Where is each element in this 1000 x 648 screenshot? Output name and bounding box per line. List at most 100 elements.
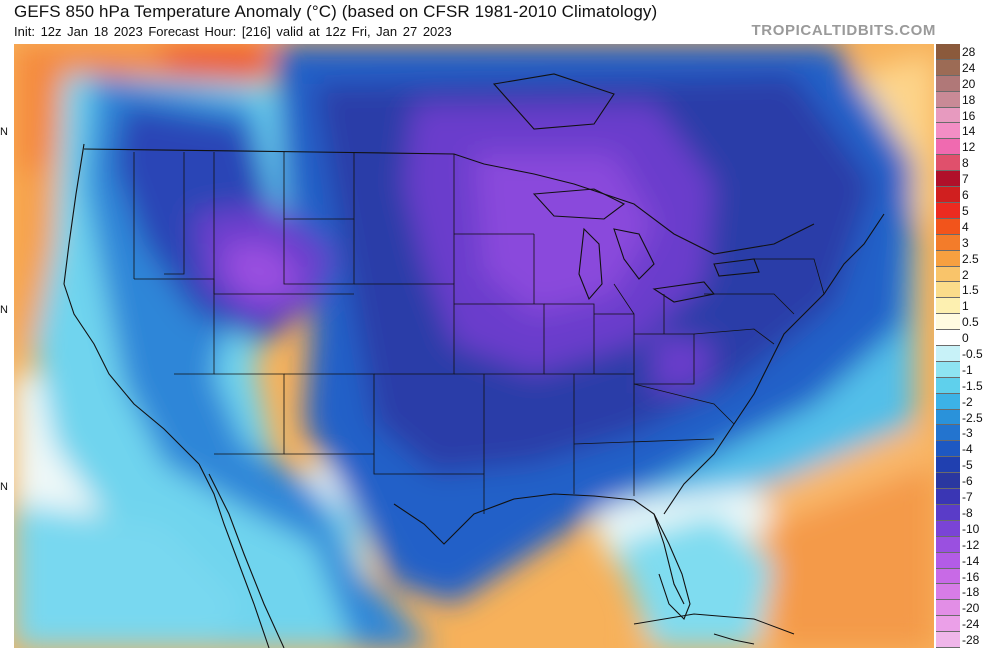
colorbar-swatch	[936, 361, 960, 378]
colorbar-label: -20	[962, 601, 980, 616]
colorbar-swatch	[936, 44, 960, 60]
colorbar-entry: 7	[936, 171, 1000, 188]
colorbar-swatch	[936, 425, 960, 442]
colorbar-swatch	[936, 282, 960, 299]
colorbar-swatch	[936, 91, 960, 108]
colorbar-label: 1.5	[962, 283, 979, 298]
colorbar-swatch	[936, 266, 960, 283]
colorbar-swatch	[936, 616, 960, 633]
colorbar-swatch	[936, 59, 960, 76]
colorbar-label: 4	[962, 219, 969, 234]
colorbar-entry: -2.5	[936, 409, 1000, 426]
colorbar-entry: -0.5	[936, 346, 1000, 362]
colorbar-entry: -18	[936, 584, 1000, 601]
colorbar-label: -14	[962, 553, 980, 568]
colorbar-entry: -2	[936, 393, 1000, 410]
colorbar-entry: 3	[936, 234, 1000, 251]
colorbar-label: -1	[962, 362, 973, 377]
colorbar-label: -16	[962, 569, 980, 584]
colorbar-swatch	[936, 520, 960, 537]
colorbar-entry: -1.5	[936, 377, 1000, 394]
colorbar-label: 18	[962, 92, 976, 107]
colorbar-swatch	[936, 393, 960, 410]
colorbar-swatch	[936, 346, 960, 362]
colorbar-entry: 24	[936, 59, 1000, 76]
colorbar-swatch	[936, 123, 960, 140]
colorbar-label: -2	[962, 394, 973, 409]
colorbar-swatch	[936, 536, 960, 553]
colorbar-swatch	[936, 202, 960, 219]
latitude-label-south: N	[0, 481, 8, 493]
state-borders	[133, 152, 825, 514]
colorbar-label: -4	[962, 442, 973, 457]
colorbar-entry: 20	[936, 75, 1000, 92]
colorbar-swatch	[936, 600, 960, 617]
colorbar-swatch	[936, 75, 960, 92]
colorbar-entry: -14	[936, 552, 1000, 569]
colorbar-label: 0	[962, 331, 969, 346]
colorbar-label: 14	[962, 124, 976, 139]
colorbar-label: 8	[962, 156, 969, 171]
colorbar-entry: -5	[936, 457, 1000, 474]
colorbar-entry: 8	[936, 155, 1000, 172]
colorbar-swatch	[936, 552, 960, 569]
colorbar-label: 3	[962, 235, 969, 250]
colorbar-entry: 1.5	[936, 282, 1000, 299]
colorbar-entry: 28	[936, 44, 1000, 60]
colorbar-label: 1	[962, 299, 969, 314]
colorbar-label: 5	[962, 203, 969, 218]
colorbar-swatch	[936, 107, 960, 124]
colorbar-entry: 18	[936, 91, 1000, 108]
colorbar-entry: 5	[936, 202, 1000, 219]
colorbar-label: -5	[962, 458, 973, 473]
colorbar-swatch	[936, 377, 960, 394]
colorbar-label: -12	[962, 537, 980, 552]
colorbar-swatch	[936, 441, 960, 458]
colorbar-entry: 0.5	[936, 314, 1000, 331]
colorbar-entry: -20	[936, 600, 1000, 617]
colorbar-label: 2.5	[962, 251, 979, 266]
anomaly-fill-field	[14, 44, 934, 648]
colorbar-entry: -24	[936, 616, 1000, 633]
colorbar-entry: 16	[936, 107, 1000, 124]
colorbar-label: 0.5	[962, 315, 979, 330]
colorbar-entry: -16	[936, 568, 1000, 585]
colorbar-entry: 0	[936, 330, 1000, 346]
colorbar-label: 7	[962, 172, 969, 187]
colorbar-swatch	[936, 171, 960, 188]
colorbar-swatch	[936, 568, 960, 585]
colorbar-label: -24	[962, 617, 980, 632]
colorbar-label: -0.5	[962, 347, 983, 361]
latitude-label-north: N	[0, 126, 8, 138]
colorbar-label: 20	[962, 76, 976, 91]
colorbar-label: 24	[962, 60, 976, 75]
colorbar-label: 12	[962, 140, 976, 155]
colorbar-swatch	[936, 314, 960, 331]
colorbar-entry: -3	[936, 425, 1000, 442]
colorbar-entry: -8	[936, 504, 1000, 521]
colorbar-swatch	[936, 250, 960, 267]
colorbar-swatch	[936, 632, 960, 648]
site-watermark: TROPICALTIDBITS.COM	[751, 22, 936, 39]
colorbar-swatch	[936, 409, 960, 426]
colorbar-label: 16	[962, 108, 976, 123]
colorbar-swatch	[936, 489, 960, 505]
colorbar-entry: -12	[936, 536, 1000, 553]
colorbar-label: 6	[962, 188, 969, 203]
colorbar-label: 2	[962, 267, 969, 282]
colorbar-label: 28	[962, 45, 976, 59]
colorbar-legend: 28 24 20 18 16 14 12 8 7 6 5 4 3 2.5 2 1.5 1 0.5 0 -0.5 -1 -1…	[936, 44, 1000, 648]
colorbar-swatch	[936, 473, 960, 490]
colorbar-label: -18	[962, 585, 980, 600]
colorbar-label: -3	[962, 426, 973, 441]
colorbar-swatch	[936, 298, 960, 315]
colorbar-entry: 2	[936, 266, 1000, 283]
colorbar-swatch	[936, 584, 960, 601]
colorbar-label: -2.5	[962, 410, 983, 425]
colorbar-entry: 1	[936, 298, 1000, 315]
anomaly-map	[14, 44, 934, 648]
colorbar-entry: 14	[936, 123, 1000, 140]
caribbean-outlines	[633, 613, 795, 645]
colorbar-label: -7	[962, 490, 973, 505]
colorbar-entry: -7	[936, 489, 1000, 505]
